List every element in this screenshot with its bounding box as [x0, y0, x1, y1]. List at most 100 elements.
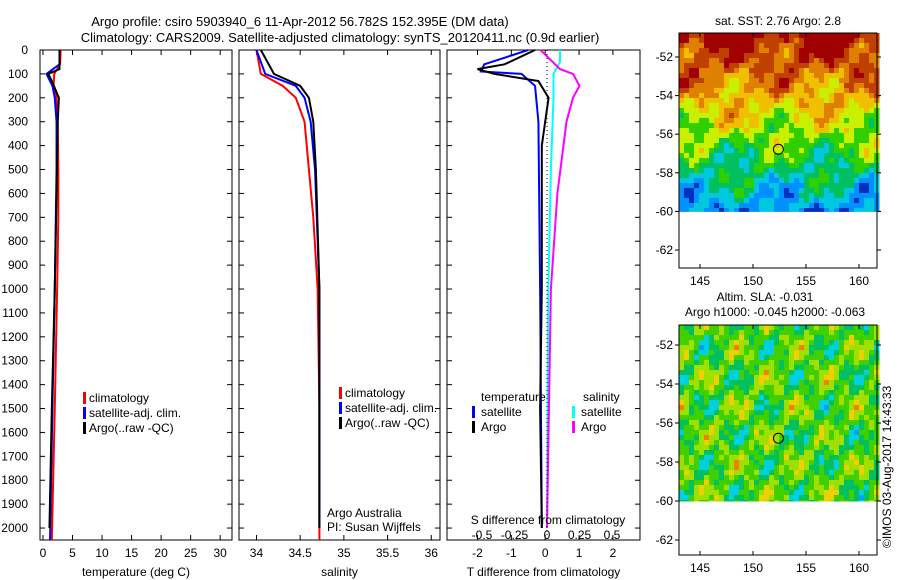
map-cell [784, 48, 790, 54]
map-cell [774, 475, 780, 481]
map-cell [779, 78, 785, 84]
map-cell [824, 103, 830, 109]
map-cell [839, 470, 845, 476]
map-cell [804, 153, 810, 159]
map-cell [794, 88, 800, 94]
map-cell [824, 485, 830, 491]
map-cell [719, 143, 725, 149]
map-cell [764, 143, 770, 149]
map-cell [759, 143, 765, 149]
map-cell [694, 455, 700, 461]
map-cell [744, 370, 750, 376]
map-cell [759, 43, 765, 49]
series-line-t-satellite [479, 49, 543, 529]
map-cell [849, 330, 855, 336]
map-cell [794, 33, 800, 39]
map-cell [694, 405, 700, 411]
map-cell [684, 350, 690, 356]
map-cell [779, 183, 785, 189]
map-cell [734, 153, 740, 159]
map-cell [739, 455, 745, 461]
map-cell [694, 208, 700, 212]
map-cell [864, 83, 870, 89]
map-cell [744, 203, 750, 209]
map-cell [869, 445, 875, 451]
map-cell [819, 58, 825, 64]
map-cell [844, 385, 850, 391]
map-cell [739, 350, 745, 356]
map-cell [774, 133, 780, 139]
map-cell [689, 48, 695, 54]
x-tick-label: 5 [69, 546, 76, 560]
map-cell [729, 148, 735, 154]
map-cell [789, 465, 795, 471]
map-cell [769, 355, 775, 361]
map-cell [774, 173, 780, 179]
map-cell [709, 128, 715, 134]
map-cell [744, 475, 750, 481]
map-cell [689, 63, 695, 69]
map-cell [854, 68, 860, 74]
map-cell [679, 178, 685, 184]
map-cell [819, 68, 825, 74]
map-cell [869, 203, 875, 209]
map-cell [864, 193, 870, 199]
map-cell [729, 370, 735, 376]
map-cell [839, 83, 845, 89]
map-cell [789, 340, 795, 346]
map-cell [839, 103, 845, 109]
map-cell [804, 158, 810, 164]
map-cell [869, 495, 875, 501]
map-cell [829, 500, 835, 502]
map-cell [709, 98, 715, 104]
map-cell [849, 178, 855, 184]
map-cell [784, 38, 790, 44]
map-cell [744, 183, 750, 189]
map-cell [774, 495, 780, 501]
map-cell [789, 430, 795, 436]
x-tick-label: 25 [184, 546, 198, 560]
map-cell [699, 380, 705, 386]
map-cell [709, 33, 715, 39]
map-cell [744, 143, 750, 149]
map-cell [819, 455, 825, 461]
map-cell [739, 123, 745, 129]
map-cell [819, 188, 825, 194]
map-cell [689, 455, 695, 461]
map-cell [849, 168, 855, 174]
map-cell [859, 410, 865, 416]
map-cell [844, 33, 850, 39]
map-cell [809, 118, 815, 124]
map-cell [789, 68, 795, 74]
map-cell [824, 365, 830, 371]
map-cell [744, 158, 750, 164]
map-cell [714, 415, 720, 421]
map-cell [849, 380, 855, 386]
map-cell [864, 158, 870, 164]
map-cell [689, 133, 695, 139]
map-cell [734, 163, 740, 169]
y-tick-label: 0 [21, 43, 28, 57]
map-cell [689, 360, 695, 366]
map-cell [774, 188, 780, 194]
map-cell [854, 390, 860, 396]
map-cell [714, 198, 720, 204]
map-cell [864, 455, 870, 461]
map-cell [799, 380, 805, 386]
map-cell [804, 330, 810, 336]
map-cell [784, 455, 790, 461]
map-cell [859, 183, 865, 189]
map-cell [714, 168, 720, 174]
map-cell [834, 395, 840, 401]
map-cell [759, 103, 765, 109]
map-cell [819, 360, 825, 366]
map-cell [794, 420, 800, 426]
map-cell [789, 183, 795, 189]
map-cell [799, 425, 805, 431]
map-cell [774, 178, 780, 184]
map-cell [769, 425, 775, 431]
map-cell [724, 98, 730, 104]
map-cell [734, 38, 740, 44]
map-cell [809, 330, 815, 336]
map-cell [859, 63, 865, 69]
